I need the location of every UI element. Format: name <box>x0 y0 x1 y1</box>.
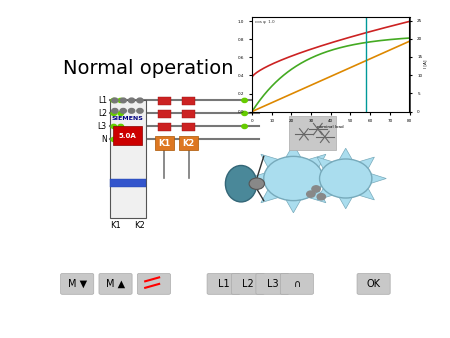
Text: L3: L3 <box>267 279 278 289</box>
Polygon shape <box>309 154 326 167</box>
FancyBboxPatch shape <box>113 126 142 145</box>
Text: K2: K2 <box>183 139 195 148</box>
FancyBboxPatch shape <box>280 273 314 294</box>
Circle shape <box>118 124 124 128</box>
Text: OK: OK <box>367 279 381 289</box>
Text: N: N <box>101 135 107 144</box>
Text: M ▼: M ▼ <box>68 279 87 289</box>
Polygon shape <box>317 189 333 200</box>
X-axis label: nominal load: nominal load <box>317 125 344 128</box>
Circle shape <box>118 98 124 102</box>
Circle shape <box>137 98 143 103</box>
Text: L1: L1 <box>98 96 107 105</box>
Circle shape <box>111 111 117 116</box>
Text: K1: K1 <box>110 221 121 230</box>
Polygon shape <box>317 157 333 169</box>
Circle shape <box>120 98 126 103</box>
FancyBboxPatch shape <box>182 97 195 104</box>
FancyBboxPatch shape <box>256 273 289 294</box>
Text: L2: L2 <box>242 279 254 289</box>
Ellipse shape <box>225 166 257 202</box>
Text: Normal operation: Normal operation <box>63 59 234 78</box>
FancyBboxPatch shape <box>357 273 390 294</box>
Polygon shape <box>248 173 265 184</box>
FancyBboxPatch shape <box>289 116 336 150</box>
FancyBboxPatch shape <box>180 136 198 150</box>
Polygon shape <box>286 200 301 213</box>
Polygon shape <box>286 144 301 157</box>
Circle shape <box>111 124 117 128</box>
Circle shape <box>317 194 325 200</box>
Text: L3: L3 <box>98 122 107 131</box>
Text: SIEMENS: SIEMENS <box>112 116 144 121</box>
Polygon shape <box>309 190 326 203</box>
FancyBboxPatch shape <box>158 97 171 104</box>
Circle shape <box>312 186 320 192</box>
FancyBboxPatch shape <box>158 123 171 130</box>
FancyBboxPatch shape <box>61 273 94 294</box>
Polygon shape <box>359 157 374 169</box>
FancyBboxPatch shape <box>207 273 240 294</box>
Polygon shape <box>305 174 320 183</box>
Circle shape <box>242 124 248 128</box>
Circle shape <box>111 137 117 142</box>
FancyBboxPatch shape <box>110 100 146 218</box>
Circle shape <box>264 156 323 201</box>
Polygon shape <box>261 154 278 167</box>
Circle shape <box>242 111 248 116</box>
Polygon shape <box>359 189 374 200</box>
Polygon shape <box>339 197 352 209</box>
Circle shape <box>137 108 143 113</box>
FancyBboxPatch shape <box>158 110 171 118</box>
Text: cos φ  1.0: cos φ 1.0 <box>255 20 275 24</box>
FancyBboxPatch shape <box>155 136 174 150</box>
Text: K2: K2 <box>135 221 145 230</box>
Circle shape <box>111 98 117 102</box>
Circle shape <box>112 108 118 113</box>
Circle shape <box>306 191 315 197</box>
FancyBboxPatch shape <box>137 273 171 294</box>
Circle shape <box>120 108 126 113</box>
FancyBboxPatch shape <box>182 123 195 130</box>
Circle shape <box>112 98 118 103</box>
Polygon shape <box>322 173 339 184</box>
Polygon shape <box>371 174 386 183</box>
Circle shape <box>118 111 124 116</box>
Text: L1: L1 <box>218 279 230 289</box>
Text: M ▲: M ▲ <box>106 279 125 289</box>
Polygon shape <box>261 190 278 203</box>
FancyBboxPatch shape <box>182 110 195 118</box>
Y-axis label: I [A]: I [A] <box>424 60 428 69</box>
Circle shape <box>128 108 135 113</box>
Polygon shape <box>339 148 352 160</box>
Text: 5.0A: 5.0A <box>119 132 137 139</box>
Circle shape <box>320 159 372 198</box>
Circle shape <box>249 178 265 189</box>
FancyBboxPatch shape <box>231 273 265 294</box>
Text: ∩: ∩ <box>293 279 301 289</box>
FancyBboxPatch shape <box>99 273 132 294</box>
Circle shape <box>242 98 248 102</box>
Circle shape <box>128 98 135 103</box>
Text: K1: K1 <box>158 139 171 148</box>
FancyBboxPatch shape <box>110 179 145 187</box>
Text: L2: L2 <box>98 109 107 118</box>
